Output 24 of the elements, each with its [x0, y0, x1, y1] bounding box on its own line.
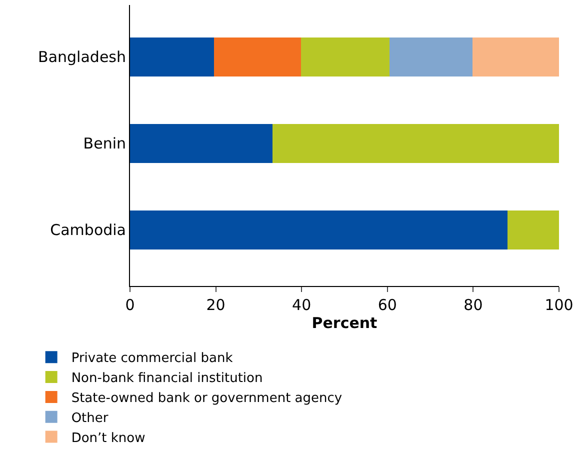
x-tick-label: 60 — [378, 296, 397, 314]
y-tick-label: Benin — [83, 134, 126, 153]
bar — [508, 210, 559, 250]
x-tick-label: 80 — [464, 296, 483, 314]
y-tick-label: Cambodia — [50, 221, 126, 240]
bar — [301, 37, 390, 76]
bar — [130, 124, 272, 163]
x-tick-label: 20 — [206, 296, 226, 314]
x-tick-label: 100 — [544, 296, 574, 314]
bar — [472, 37, 559, 76]
x-tick-label: 0 — [125, 296, 135, 314]
legend-label: Non-bank financial institution — [71, 371, 263, 386]
x-tick-label: 40 — [292, 296, 312, 314]
bar — [390, 37, 472, 76]
legend-label: Private commercial bank — [71, 351, 234, 366]
x-axis-title: Percent — [312, 314, 378, 332]
bar — [272, 124, 559, 163]
y-tick-label: Bangladesh — [38, 48, 126, 66]
legend-label: Don’t know — [71, 430, 146, 446]
legend-label: Other — [71, 410, 109, 426]
bar — [214, 37, 302, 76]
legend-label: State-owned bank or government agency — [71, 391, 342, 406]
bar — [130, 37, 214, 76]
bar — [130, 210, 508, 250]
